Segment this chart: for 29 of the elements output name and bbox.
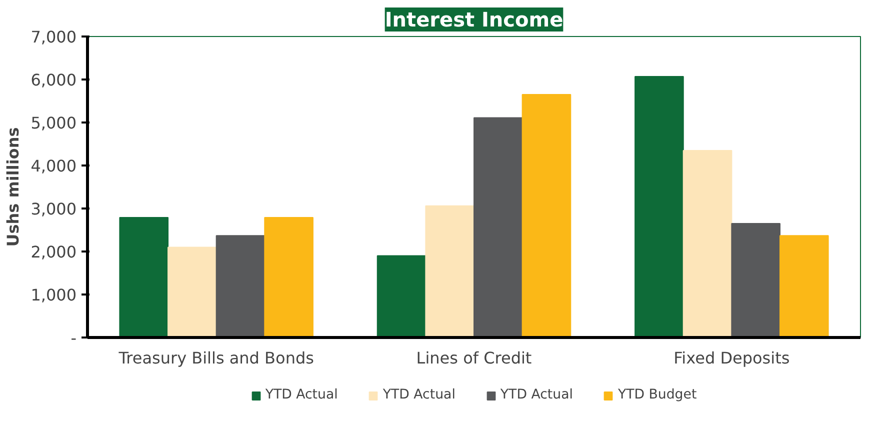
x-tick-label: Fixed Deposits (674, 348, 790, 368)
bar (216, 235, 266, 338)
x-tick-label: Treasury Bills and Bonds (118, 348, 314, 368)
bar (522, 94, 572, 338)
legend-label: YTD Actual (500, 388, 573, 402)
chart-title: Interest Income (384, 8, 564, 32)
bar (168, 246, 217, 338)
legend-label: YTD Budget (618, 388, 697, 402)
y-tick-label: 3,000 (30, 200, 77, 218)
bar (376, 255, 426, 338)
y-tick-label: 4,000 (30, 156, 77, 176)
y-tick-label: 6,000 (30, 70, 77, 90)
bar (779, 235, 829, 338)
bar (634, 76, 684, 338)
y-tick-label: 7,000 (30, 28, 77, 46)
bar (425, 205, 474, 338)
y-tick-label: 2,000 (30, 242, 77, 262)
bar (731, 223, 780, 338)
bar (682, 150, 732, 338)
y-tick-label: 5,000 (30, 114, 77, 132)
y-tick-label: 1,000 (30, 286, 77, 304)
bar (474, 117, 523, 338)
y-axis-title: Ushs millions (4, 127, 23, 247)
bar (264, 217, 314, 338)
bar (119, 217, 169, 338)
legend-label: YTD Actual (265, 388, 338, 402)
legend-label: YTD Actual (382, 388, 456, 402)
x-tick-label: Lines of Credit (416, 348, 532, 368)
y-tick-label: - (70, 328, 77, 348)
